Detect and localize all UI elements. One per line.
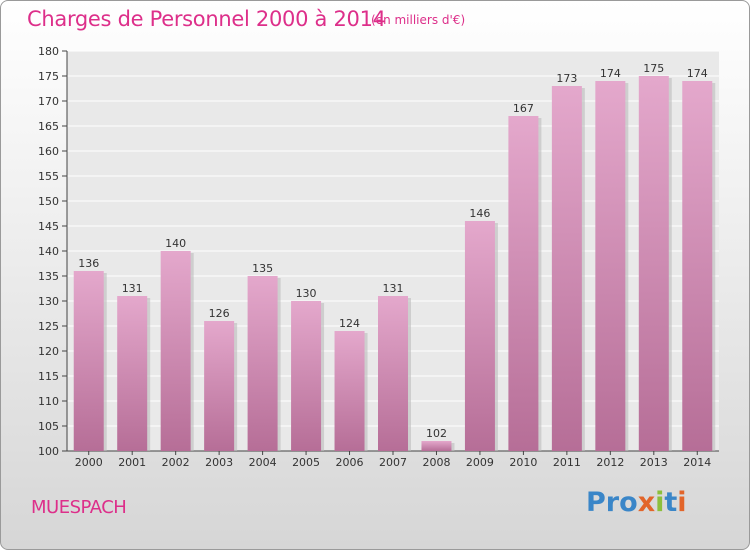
logo-letter: P — [586, 487, 606, 518]
bar — [204, 321, 235, 451]
y-tick-label: 100 — [38, 445, 59, 458]
y-tick-label: 145 — [38, 220, 59, 233]
bar — [117, 296, 148, 451]
bar-value-label: 126 — [209, 307, 230, 320]
y-tick-label: 165 — [38, 120, 59, 133]
chart-subtitle: (en milliers d'€) — [371, 13, 466, 27]
bar — [73, 271, 104, 451]
bar — [247, 276, 278, 451]
bar — [378, 296, 408, 451]
bar-value-label: 135 — [252, 262, 273, 275]
bar — [334, 331, 365, 451]
y-tick-label: 180 — [38, 45, 59, 58]
x-tick-label: 2011 — [553, 456, 581, 469]
logo-letter: r — [605, 487, 620, 518]
y-tick-label: 115 — [38, 370, 59, 383]
x-tick-label: 2009 — [466, 456, 494, 469]
bar — [464, 221, 495, 451]
x-tick-label: 2006 — [336, 456, 364, 469]
bar-value-label: 102 — [426, 427, 447, 440]
bar — [291, 301, 322, 451]
y-tick-label: 130 — [38, 295, 59, 308]
proxiti-logo[interactable]: Proxiti — [586, 487, 687, 518]
y-tick-label: 160 — [38, 145, 59, 158]
y-tick-label: 135 — [38, 270, 59, 283]
chart-title: Charges de Personnel 2000 à 2014 — [27, 7, 386, 31]
bar — [508, 116, 539, 451]
x-tick-label: 2001 — [118, 456, 146, 469]
logo-letter: i — [655, 487, 665, 518]
y-tick-label: 140 — [38, 245, 59, 258]
x-tick-label: 2000 — [75, 456, 103, 469]
y-tick-label: 110 — [38, 395, 59, 408]
bar-value-label: 130 — [296, 287, 317, 300]
bar-value-label: 131 — [122, 282, 143, 295]
y-tick-label: 105 — [38, 420, 59, 433]
x-tick-label: 2005 — [292, 456, 320, 469]
y-tick-label: 155 — [38, 170, 59, 183]
x-tick-label: 2004 — [249, 456, 277, 469]
bar — [595, 81, 626, 451]
bar — [551, 86, 582, 451]
bar — [421, 441, 452, 451]
x-tick-label: 2012 — [596, 456, 624, 469]
logo-letter: t — [664, 487, 678, 518]
x-tick-label: 2007 — [379, 456, 407, 469]
bar-value-label: 175 — [643, 62, 664, 75]
logo-letter: i — [677, 487, 687, 518]
x-tick-label: 2014 — [683, 456, 711, 469]
x-tick-label: 2008 — [422, 456, 450, 469]
bar-value-label: 174 — [687, 67, 708, 80]
x-tick-label: 2010 — [509, 456, 537, 469]
logo-letter: x — [637, 487, 656, 518]
y-tick-label: 170 — [38, 95, 59, 108]
y-tick-label: 175 — [38, 70, 59, 83]
y-tick-label: 150 — [38, 195, 59, 208]
logo-letter: o — [619, 487, 638, 518]
bar-value-label: 140 — [165, 237, 186, 250]
bar-value-label: 131 — [383, 282, 404, 295]
bar — [160, 251, 191, 451]
x-tick-label: 2013 — [640, 456, 668, 469]
bar-value-label: 146 — [469, 207, 490, 220]
bar-value-label: 124 — [339, 317, 360, 330]
bar — [638, 76, 669, 451]
y-tick-label: 120 — [38, 345, 59, 358]
bar — [682, 81, 713, 451]
x-tick-label: 2002 — [162, 456, 190, 469]
y-tick-label: 125 — [38, 320, 59, 333]
bar-value-label: 173 — [556, 72, 577, 85]
commune-name: MUESPACH — [31, 497, 127, 518]
bar-value-label: 174 — [600, 67, 621, 80]
x-tick-label: 2003 — [205, 456, 233, 469]
bar-value-label: 136 — [78, 257, 99, 270]
bar-value-label: 167 — [513, 102, 534, 115]
